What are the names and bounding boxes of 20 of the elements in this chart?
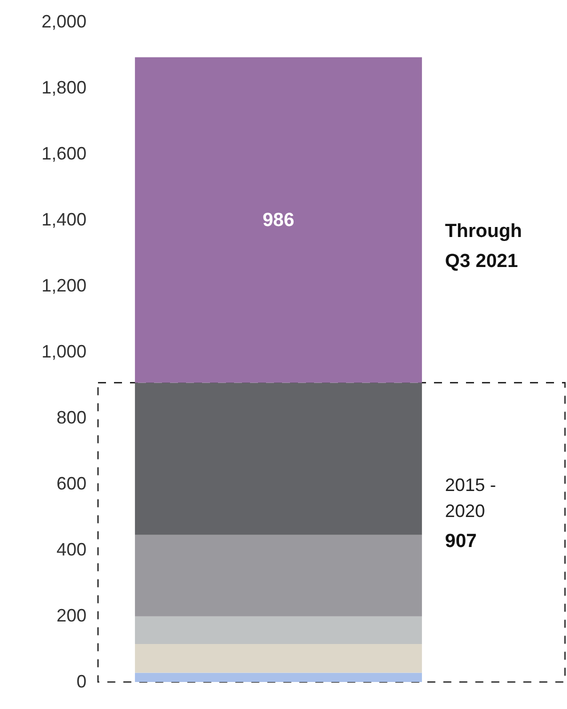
bar bbox=[134, 534, 422, 616]
y-tick-label: 1,000 bbox=[41, 342, 86, 362]
bar bbox=[134, 672, 422, 682]
text: 907 bbox=[445, 531, 477, 552]
bar bbox=[134, 616, 422, 644]
y-tick-label: 600 bbox=[56, 474, 86, 494]
y-tick-label: 1,200 bbox=[41, 276, 86, 296]
y-tick-label: 800 bbox=[56, 408, 86, 428]
y-tick-label: 1,600 bbox=[41, 144, 86, 164]
y-tick-label: 1,400 bbox=[41, 210, 86, 230]
band-label: 2015 - 2020 bbox=[445, 475, 496, 521]
bar bbox=[134, 382, 422, 535]
y-tick-label: 0 bbox=[76, 672, 86, 692]
y-tick-label: 200 bbox=[56, 606, 86, 626]
data-label: 986 bbox=[262, 210, 294, 231]
text: Through Q3 2021 bbox=[445, 221, 522, 272]
y-tick-label: 400 bbox=[56, 540, 86, 560]
y-tick-label: 2,000 bbox=[41, 12, 86, 32]
y-tick-label: 1,800 bbox=[41, 78, 86, 98]
bar bbox=[134, 644, 422, 673]
